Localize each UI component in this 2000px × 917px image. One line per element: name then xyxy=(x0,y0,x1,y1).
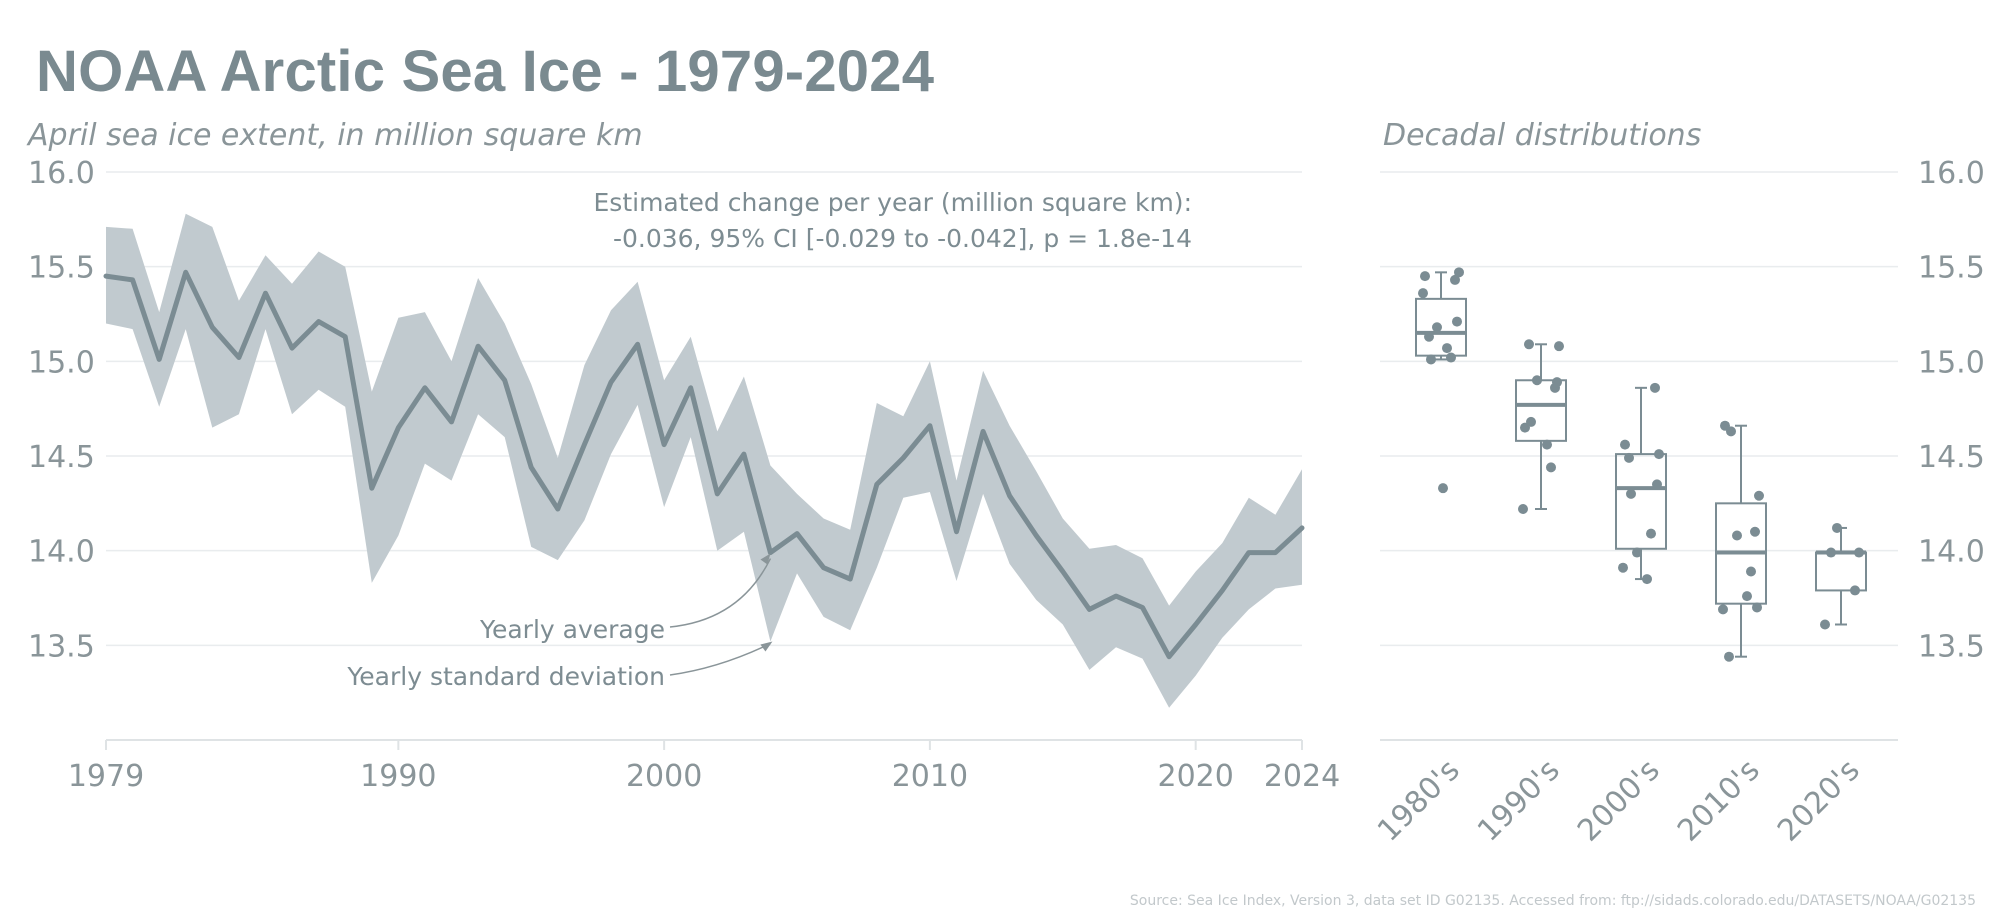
box-data-point xyxy=(1654,449,1664,460)
box-data-point xyxy=(1742,591,1752,602)
y-tick-label-left: 14.5 xyxy=(28,440,95,475)
box-iqr xyxy=(1615,453,1667,550)
chart-title: NOAA Arctic Sea Ice - 1979-2024 xyxy=(36,39,935,104)
box-data-point xyxy=(1546,462,1556,473)
average-line-group xyxy=(103,269,1305,660)
box-chart-subtitle: Decadal distributions xyxy=(1383,118,1701,153)
box-data-point xyxy=(1452,316,1462,327)
box-data-point xyxy=(1418,288,1428,299)
box-data-point xyxy=(1450,274,1460,285)
box-data-point xyxy=(1624,452,1634,463)
y-tick-label-right: 15.0 xyxy=(1918,345,1985,380)
box-data-point xyxy=(1726,426,1736,437)
y-tick-label-right: 14.0 xyxy=(1918,535,1985,570)
y-tick-label-right: 16.0 xyxy=(1918,156,1985,191)
box-data-point xyxy=(1542,439,1552,450)
box-data-point xyxy=(1642,574,1652,585)
box-data-point xyxy=(1646,528,1656,539)
box-data-point xyxy=(1750,526,1760,537)
box-data-point xyxy=(1446,352,1456,363)
box-category-label: 2020's xyxy=(1771,753,1867,849)
y-tick-label-left: 15.5 xyxy=(28,251,95,286)
box-data-point xyxy=(1724,651,1734,662)
y-tick-label-left: 16.0 xyxy=(28,156,95,191)
y-tick-label-left: 15.0 xyxy=(28,345,95,380)
box-data-point xyxy=(1454,267,1464,278)
box-data-point xyxy=(1632,547,1642,558)
box-data-point xyxy=(1854,547,1864,558)
label-yearly-sd: Yearly standard deviation xyxy=(346,662,665,691)
x-tick-label: 2024 xyxy=(1264,759,1340,794)
box-category-label: 1990's xyxy=(1471,753,1567,849)
box-category-label: 2000's xyxy=(1571,753,1667,849)
box-data-point xyxy=(1718,604,1728,615)
box-data-point xyxy=(1832,522,1842,533)
box-data-point xyxy=(1526,416,1536,427)
box-data-point xyxy=(1752,602,1762,613)
trend-annotation-stats: -0.036, 95% CI [-0.029 to -0.042], p = 1… xyxy=(613,224,1192,253)
x-tick-label: 2020 xyxy=(1158,759,1234,794)
box-data-point xyxy=(1524,339,1534,350)
box-data-point xyxy=(1426,354,1436,365)
yearly-average-line xyxy=(103,269,1305,660)
box-data-point xyxy=(1442,343,1452,354)
box-iqr xyxy=(1415,297,1467,357)
y-tick-label-right: 14.5 xyxy=(1918,440,1985,475)
annotation-arrows xyxy=(669,553,773,676)
arrowhead-average xyxy=(760,553,771,565)
box-data-point xyxy=(1620,439,1630,450)
box-data-point xyxy=(1754,490,1764,501)
x-tick-label: 1979 xyxy=(68,759,144,794)
box-data-point xyxy=(1618,562,1628,573)
box-data-point xyxy=(1552,377,1562,388)
axes: 13.5 13.5 14.0 14.0 14.5 14.5 15.0 15.0 15.5 15.5… xyxy=(28,156,1985,794)
box-data-point xyxy=(1518,504,1528,515)
box-data-point xyxy=(1432,322,1442,333)
std-band-group xyxy=(106,213,1302,708)
box-category-label: 2010's xyxy=(1671,753,1767,849)
box-data-point xyxy=(1652,479,1662,490)
x-tick-label: 2010 xyxy=(892,759,968,794)
arrow-average xyxy=(669,558,772,628)
grid-lines xyxy=(106,171,1898,647)
line-chart-subtitle: April sea ice extent, in million square … xyxy=(26,118,643,153)
box-category-label: 1980's xyxy=(1371,753,1467,849)
y-tick-label-right: 15.5 xyxy=(1918,251,1985,286)
source-note: Source: Sea Ice Index, Version 3, data s… xyxy=(1129,893,1976,909)
box-data-point xyxy=(1532,375,1542,386)
y-tick-label-left: 13.5 xyxy=(28,629,95,664)
box-data-point xyxy=(1420,271,1430,282)
y-tick-label-right: 13.5 xyxy=(1918,629,1985,664)
box-data-point xyxy=(1626,488,1636,499)
box-data-point xyxy=(1424,331,1434,342)
box-data-point xyxy=(1826,547,1836,558)
arrow-sd xyxy=(669,642,771,676)
box-data-point xyxy=(1746,566,1756,577)
boxplot-group: 1980's 1990's 2000's 2010's 2020's xyxy=(1371,267,1867,849)
box-data-point xyxy=(1732,530,1742,541)
box-iqr xyxy=(1815,551,1867,592)
x-tick-label: 2000 xyxy=(626,759,702,794)
box-data-point xyxy=(1850,585,1860,596)
box-data-point xyxy=(1820,619,1830,630)
arrowhead-sd xyxy=(760,641,773,652)
y-tick-label-left: 14.0 xyxy=(28,535,95,570)
std-band xyxy=(106,213,1302,708)
box-data-point xyxy=(1554,341,1564,352)
x-tick-label: 1990 xyxy=(360,759,436,794)
label-yearly-average: Yearly average xyxy=(479,615,665,644)
trend-annotation-title: Estimated change per year (million squar… xyxy=(594,188,1193,217)
box-data-point xyxy=(1438,483,1448,494)
box-data-point xyxy=(1650,382,1660,393)
